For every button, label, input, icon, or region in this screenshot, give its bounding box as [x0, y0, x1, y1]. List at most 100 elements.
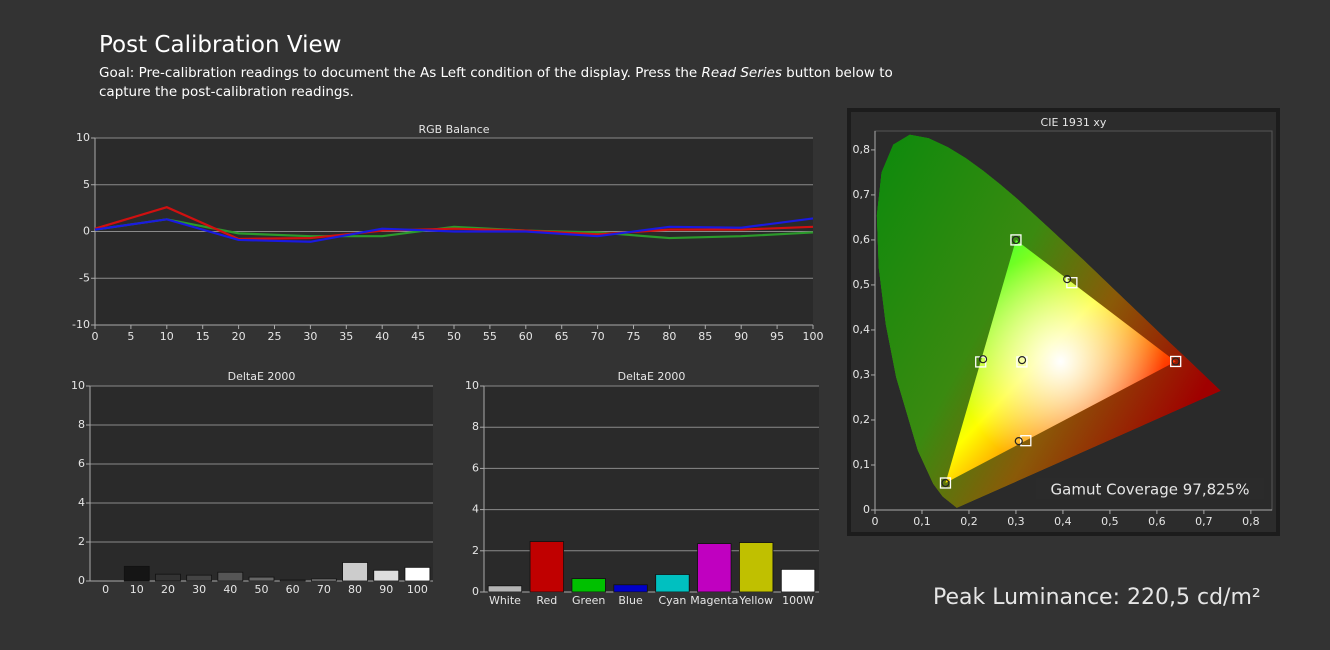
y-tick-label: 8	[472, 420, 479, 433]
bar	[404, 566, 431, 582]
x-tick-label: 80	[348, 583, 362, 596]
target-marker	[939, 477, 952, 489]
y-tick-label: 10	[76, 131, 90, 144]
gamut-white	[945, 239, 1176, 483]
bar	[780, 568, 816, 593]
x-tick-label: 65	[555, 330, 569, 343]
x-tick-label: 100	[407, 583, 428, 596]
x-tick-label: 60	[519, 330, 533, 343]
plot-bg	[90, 386, 433, 581]
x-tick-label: 100W	[782, 594, 814, 607]
y-tick-label: 2	[78, 535, 85, 548]
bar	[373, 569, 400, 582]
x-tick-label: 10	[160, 330, 174, 343]
bar	[529, 541, 564, 593]
x-tick-label: 25	[268, 330, 282, 343]
measured-marker	[1171, 357, 1180, 366]
x-tick-label: 0,3	[1007, 515, 1025, 528]
x-tick-label: 100	[803, 330, 824, 343]
goal-text: Goal: Pre-calibration readings to docume…	[99, 64, 929, 102]
y-tick-label: 0,4	[853, 323, 871, 336]
bar	[310, 578, 337, 582]
y-tick-label: 0,5	[853, 278, 871, 291]
bar	[123, 565, 150, 582]
bar	[155, 573, 181, 582]
x-tick-label: 5	[127, 330, 134, 343]
y-tick-label: 6	[472, 461, 479, 474]
x-tick-label: 85	[698, 330, 712, 343]
y-tick-label: 10	[71, 379, 85, 392]
goal-part: button below to capture the post-calibra…	[99, 65, 893, 100]
x-tick-label: White	[489, 594, 521, 607]
x-tick-label: Magenta	[690, 594, 738, 607]
series-line	[94, 206, 814, 241]
x-tick-label: 40	[375, 330, 389, 343]
y-tick-label: 4	[78, 496, 85, 509]
x-tick-label: Red	[536, 594, 557, 607]
x-tick-label: 0,4	[1054, 515, 1072, 528]
x-tick-label: 0,5	[1101, 515, 1119, 528]
series-line	[94, 217, 814, 243]
x-tick-label: 70	[591, 330, 605, 343]
y-tick-label: 0,7	[853, 188, 871, 201]
header: Post Calibration View Goal: Pre-calibrat…	[99, 32, 929, 102]
x-tick-label: 0	[92, 330, 99, 343]
bar	[342, 562, 368, 582]
bar	[613, 584, 648, 593]
measured-marker	[1014, 437, 1023, 446]
bar	[571, 578, 606, 593]
x-tick-label: 35	[339, 330, 353, 343]
x-tick-label: 90	[379, 583, 393, 596]
x-tick-label: 0,6	[1148, 515, 1166, 528]
y-tick-label: 0	[863, 503, 870, 516]
y-tick-label: 0,6	[853, 233, 871, 246]
y-tick-label: -10	[72, 318, 90, 331]
y-tick-label: 0	[83, 225, 90, 238]
x-tick-label: 0,7	[1195, 515, 1213, 528]
x-tick-label: 95	[770, 330, 784, 343]
goal-emphasis: Read Series	[701, 65, 782, 81]
x-tick-label: Cyan	[658, 594, 686, 607]
x-tick-label: Blue	[618, 594, 643, 607]
x-tick-label: 40	[223, 583, 237, 596]
x-tick-label: 55	[483, 330, 497, 343]
x-tick-label: 70	[317, 583, 331, 596]
x-tick-label: 20	[161, 583, 175, 596]
x-tick-label: 0,2	[960, 515, 978, 528]
chart-title: CIE 1931 xy	[1041, 116, 1107, 129]
measured-marker	[1063, 274, 1072, 284]
y-tick-label: -5	[79, 271, 90, 284]
bar	[697, 543, 732, 593]
bar	[186, 574, 213, 582]
bar	[739, 542, 774, 593]
annotation: Gamut Coverage 97,825%	[1051, 481, 1250, 499]
x-tick-label: Green	[572, 594, 605, 607]
target-marker	[1170, 355, 1182, 368]
goal-part: Goal: Pre-calibration readings to docume…	[99, 65, 702, 81]
y-tick-label: 0,2	[853, 413, 871, 426]
chart-title: DeltaE 2000	[618, 370, 686, 383]
x-tick-label: 0	[102, 583, 109, 596]
x-tick-label: 60	[286, 583, 300, 596]
chart-title: RGB Balance	[418, 123, 489, 136]
x-tick-label: 50	[255, 583, 269, 596]
y-tick-label: 0	[472, 585, 479, 598]
x-tick-label: 0	[872, 515, 879, 528]
y-tick-label: 0	[78, 574, 85, 587]
bar	[487, 585, 523, 593]
bar	[655, 574, 690, 593]
x-tick-label: 30	[303, 330, 317, 343]
target-marker	[1010, 234, 1022, 246]
x-tick-label: 10	[130, 583, 144, 596]
y-tick-label: 0,3	[853, 368, 871, 381]
y-tick-label: 4	[472, 503, 479, 516]
measured-marker	[941, 478, 950, 488]
x-tick-label: 0,1	[913, 515, 931, 528]
y-tick-label: 0,1	[853, 458, 871, 471]
y-tick-label: 6	[78, 457, 85, 470]
annotation-box	[1036, 478, 1264, 499]
y-tick-label: 0,8	[853, 143, 871, 156]
chart-title: DeltaE 2000	[228, 370, 296, 383]
